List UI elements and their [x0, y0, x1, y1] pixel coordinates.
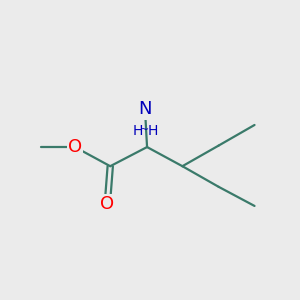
Text: O: O: [68, 138, 82, 156]
Text: O: O: [100, 196, 114, 214]
Text: H: H: [148, 124, 158, 138]
Text: H: H: [132, 124, 142, 138]
Text: ~: ~: [140, 125, 150, 135]
Text: N: N: [138, 100, 152, 118]
